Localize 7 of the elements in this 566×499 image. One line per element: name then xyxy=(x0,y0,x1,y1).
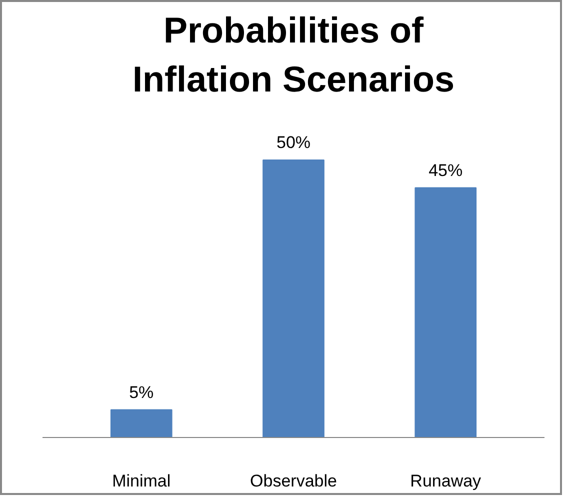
x-tick-label: Runaway xyxy=(410,472,482,490)
data-label: 50% xyxy=(276,133,311,152)
x-tick-label: Observable xyxy=(250,472,337,490)
data-label: 5% xyxy=(129,382,154,402)
x-tick-label: Minimal xyxy=(112,472,171,490)
data-label: 45% xyxy=(428,160,463,180)
chart-title: Probabilities of Inflation Scenarios xyxy=(132,9,455,100)
